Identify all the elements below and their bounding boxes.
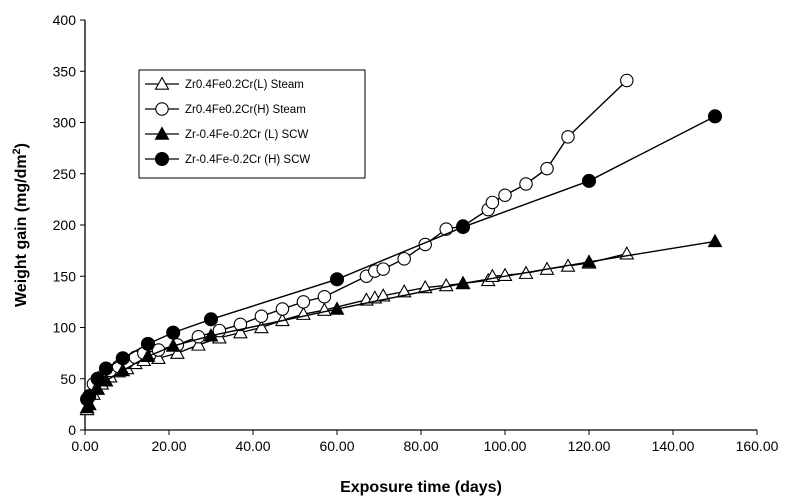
y-tick-label: 100 (53, 320, 77, 336)
data-point (396, 283, 412, 298)
data-point (498, 188, 512, 203)
y-tick-label: 350 (53, 63, 77, 79)
y-tick-label: 200 (53, 217, 77, 233)
data-point (82, 389, 97, 404)
data-point (329, 301, 345, 315)
y-tick-label: 50 (60, 371, 76, 387)
data-point (275, 302, 290, 316)
data-point (620, 73, 634, 88)
data-point (329, 272, 345, 287)
data-point (151, 350, 166, 365)
y-axis-title: Weight gain (mg/dm2) (11, 143, 30, 307)
data-point (169, 345, 185, 359)
axes: 0.00 20.00 40.00 60.00 80.00 100.00 120.00 140.… (53, 12, 779, 454)
legend-item: Zr0.4Fe0.2Cr(L) Steam (145, 76, 304, 91)
x-tick-label: 80.00 (403, 438, 438, 454)
y-tick-label: 0 (68, 422, 76, 438)
data-point (90, 371, 105, 386)
x-axis-title: Exposure time (days) (340, 479, 502, 496)
data-point (540, 161, 554, 176)
x-tick-label: 140.00 (652, 438, 695, 454)
legend-marker (155, 102, 169, 116)
data-point (203, 328, 219, 342)
x-tick-label: 0.00 (71, 438, 98, 454)
data-point (254, 309, 269, 323)
data-point (296, 295, 311, 309)
y-axis-title-main: Weight gain (mg/dm (13, 154, 30, 307)
data-point (455, 220, 471, 235)
legend-label: Zr0.4Fe0.2Cr(H) Steam (185, 104, 306, 116)
x-tick-label: 60.00 (319, 438, 354, 454)
data-point (166, 325, 181, 340)
data-point (375, 288, 391, 302)
series-1 (79, 246, 635, 416)
data-point (376, 262, 390, 276)
data-point (397, 252, 411, 266)
legend-label: Zr-0.4Fe-0.2Cr (H) SCW (185, 154, 310, 166)
legend-item: Zr-0.4Fe-0.2Cr (H) SCW (145, 151, 310, 167)
legend-item: Zr-0.4Fe-0.2Cr (L) SCW (145, 126, 308, 141)
data-point (140, 348, 156, 362)
y-axis-title-sup: 2 (11, 148, 23, 154)
series-4 (80, 109, 723, 407)
legend: Zr0.4Fe0.2Cr(L) Steam Zr0.4Fe0.2Cr(H) Ste… (138, 69, 366, 179)
y-axis-title-end: ) (13, 143, 30, 148)
data-point (232, 324, 248, 339)
y-tick-label: 400 (53, 12, 77, 28)
y-tick-label: 150 (53, 268, 77, 284)
data-point (140, 336, 156, 351)
data-point (98, 361, 114, 376)
x-tick-label: 40.00 (235, 438, 270, 454)
data-point (190, 337, 206, 351)
data-point (203, 312, 219, 327)
series-layer (79, 73, 723, 416)
data-point (561, 130, 575, 144)
x-tick-label: 160.00 (736, 438, 779, 454)
y-tick-label: 300 (53, 115, 77, 131)
data-point (253, 319, 269, 334)
y-tick-label: 250 (53, 166, 77, 182)
data-point (115, 362, 131, 377)
data-point (581, 254, 597, 268)
data-point (90, 381, 106, 395)
legend-marker (154, 126, 170, 140)
data-point (317, 289, 332, 304)
legend-label: Zr0.4Fe0.2Cr(L) Steam (185, 79, 304, 91)
legend-marker (154, 151, 170, 167)
data-point (191, 329, 206, 344)
x-tick-label: 20.00 (151, 438, 186, 454)
data-point (233, 317, 248, 332)
legend-label: Zr-0.4Fe-0.2Cr (L) SCW (185, 129, 308, 141)
x-tick-label: 100.00 (484, 438, 527, 454)
series-line (86, 240, 716, 408)
data-point (519, 177, 533, 191)
legend-box (138, 69, 366, 179)
data-point (707, 233, 723, 248)
data-point (581, 173, 597, 188)
data-point (115, 351, 130, 366)
data-point (165, 338, 181, 352)
legend-marker (154, 76, 170, 90)
legend-item: Zr0.4Fe0.2Cr(H) Steam (145, 102, 306, 116)
x-tick-label: 120.00 (568, 438, 611, 454)
data-point (455, 275, 471, 290)
data-point (485, 195, 500, 210)
data-point (707, 109, 723, 124)
